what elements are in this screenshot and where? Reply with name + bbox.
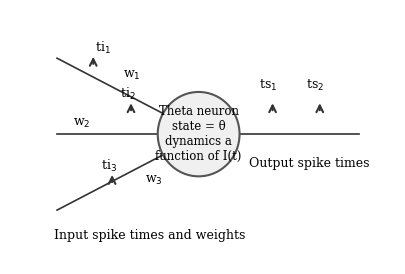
Text: ti$_2$: ti$_2$ — [120, 86, 135, 102]
Text: ts$_2$: ts$_2$ — [305, 78, 323, 93]
Text: w$_2$: w$_2$ — [72, 117, 90, 130]
Text: Input spike times and weights: Input spike times and weights — [54, 229, 245, 242]
Ellipse shape — [158, 92, 239, 176]
Text: Output spike times: Output spike times — [248, 157, 369, 170]
Text: ti$_1$: ti$_1$ — [95, 40, 111, 56]
Text: w$_1$: w$_1$ — [123, 68, 140, 82]
Text: ti$_3$: ti$_3$ — [101, 158, 117, 174]
Text: Theta neuron
state = θ
dynamics a
function of I(t): Theta neuron state = θ dynamics a functi… — [155, 105, 241, 163]
Text: ts$_1$: ts$_1$ — [258, 78, 276, 93]
Text: w$_3$: w$_3$ — [145, 174, 162, 187]
